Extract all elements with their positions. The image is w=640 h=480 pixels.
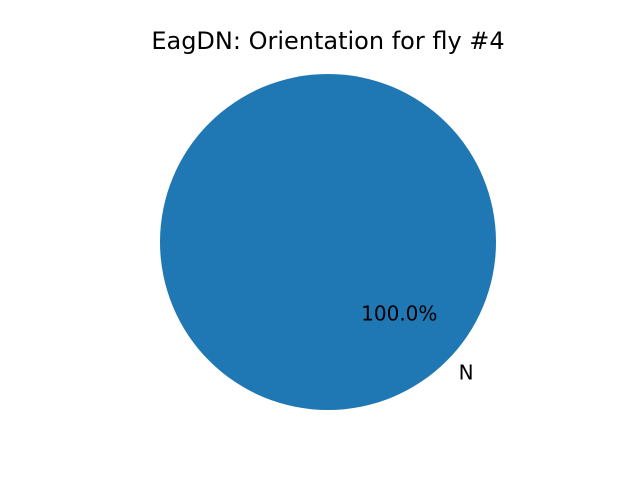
pie-percent-label: 100.0% [361, 301, 437, 325]
pie-labels: 100.0% N [361, 301, 473, 384]
pie-category-label: N [459, 361, 474, 385]
chart-title: EagDN: Orientation for fly #4 [151, 27, 504, 55]
pie-slices [160, 74, 496, 410]
pie-slice-n [160, 74, 496, 410]
